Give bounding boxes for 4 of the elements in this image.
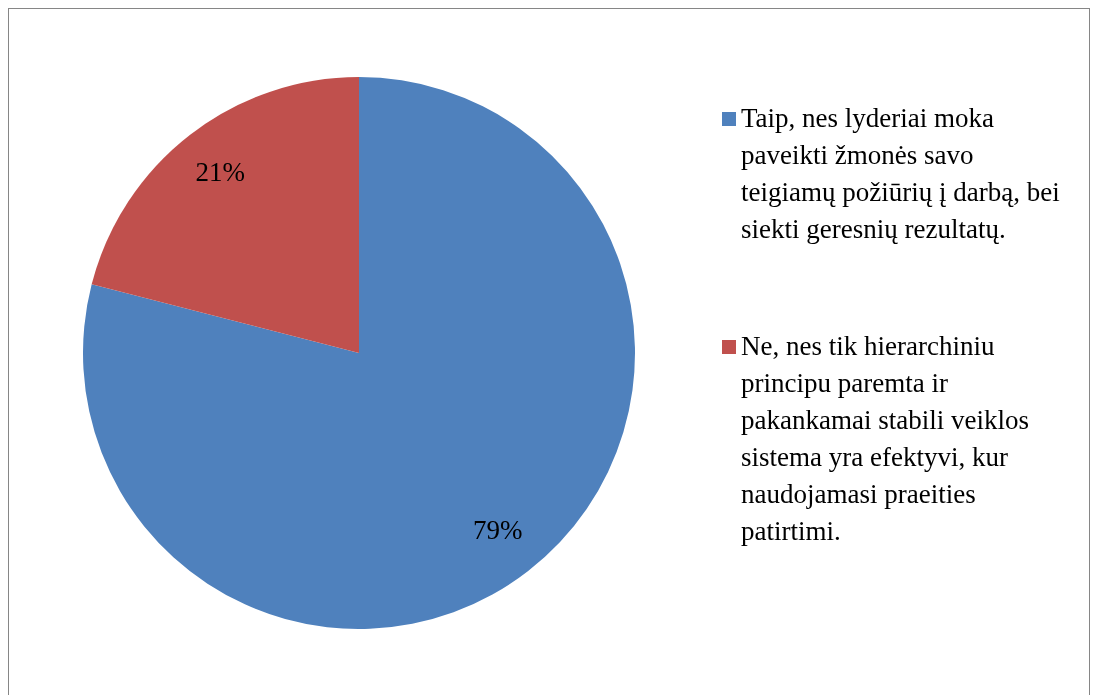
data-label: 21% [195, 157, 246, 188]
data-label: 79% [472, 514, 523, 545]
legend-label: Ne, nes tik hierarchiniu principu paremta ir pakankamai stabili veiklos sistema yra efektyvi, kur naudojamasi praeities patirtimi. [741, 330, 1030, 548]
legend-label: Taip, nes lyderiai moka paveikti žmonės savo teigiamų požiūrių į darbą, bei siekti geresnių rezultatų. [741, 102, 1061, 246]
